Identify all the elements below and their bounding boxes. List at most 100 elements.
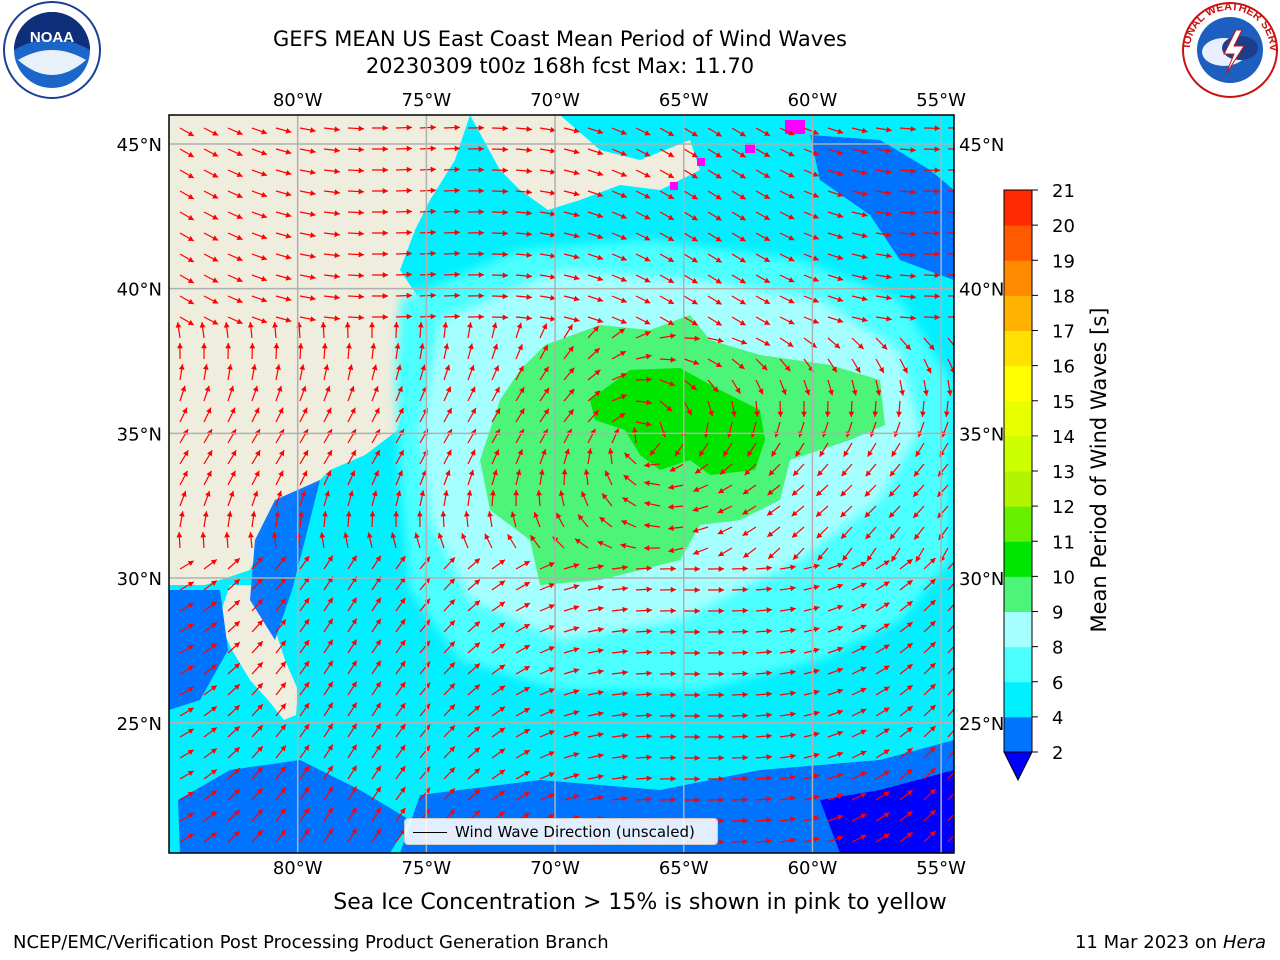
wave-direction-arrow	[635, 232, 651, 241]
wave-direction-arrow	[851, 337, 865, 350]
wave-direction-arrow	[635, 148, 651, 157]
wave-direction-arrow	[731, 691, 749, 698]
wave-direction-arrow	[203, 490, 211, 507]
wave-direction-arrow	[371, 618, 382, 633]
wave-direction-arrow	[251, 253, 268, 261]
wave-direction-arrow	[875, 707, 890, 717]
colorbar-tick-label: 8	[1052, 638, 1063, 659]
noaa-logo-text: NOAA	[30, 29, 74, 46]
wave-direction-arrow	[731, 838, 749, 845]
colorbar-segment	[1004, 681, 1032, 718]
wave-direction-arrow	[539, 562, 555, 570]
wave-direction-arrow	[394, 343, 401, 360]
wave-direction-arrow	[635, 399, 652, 406]
wave-direction-arrow	[515, 707, 531, 717]
wave-direction-arrow	[299, 232, 316, 238]
wave-direction-arrow	[766, 526, 781, 538]
wave-direction-arrow	[419, 250, 437, 257]
wave-direction-arrow	[467, 557, 481, 570]
wave-direction-arrow	[865, 526, 877, 540]
wave-direction-arrow	[491, 167, 509, 174]
wave-direction-arrow	[803, 169, 820, 177]
wave-direction-arrow	[803, 148, 820, 156]
wave-direction-arrow	[587, 190, 604, 198]
wave-direction-arrow	[227, 449, 237, 465]
wave-direction-arrow	[275, 577, 287, 591]
wave-direction-arrow	[179, 295, 195, 305]
wave-direction-arrow	[683, 127, 699, 137]
wave-direction-arrow	[683, 295, 699, 305]
wave-direction-arrow	[755, 586, 772, 592]
wave-direction-arrow	[513, 489, 520, 507]
wave-direction-arrow	[707, 127, 722, 137]
wave-direction-arrow	[683, 713, 701, 719]
wave-direction-arrow	[731, 607, 749, 614]
wave-direction-arrow	[299, 618, 310, 633]
wave-direction-arrow	[889, 526, 901, 540]
wave-direction-arrow	[707, 211, 722, 221]
wave-direction-arrow	[227, 407, 236, 423]
colorbar-segment	[1004, 225, 1032, 261]
wave-direction-arrow	[347, 125, 365, 132]
wave-direction-arrow	[851, 274, 868, 281]
wave-direction-arrow	[731, 295, 747, 305]
wave-direction-arrow	[947, 211, 954, 213]
wave-direction-arrow	[416, 510, 423, 528]
wave-direction-arrow	[669, 463, 685, 472]
wave-direction-arrow	[563, 324, 574, 339]
wave-direction-arrow	[683, 629, 701, 635]
legend-line-swatch	[413, 832, 447, 833]
lon-tick-label-top: 80°W	[273, 90, 323, 111]
wave-direction-arrow	[179, 770, 195, 780]
wave-direction-arrow	[323, 681, 334, 696]
wave-direction-arrow	[347, 828, 358, 843]
wave-direction-arrow	[484, 533, 493, 549]
wave-direction-arrow	[275, 364, 281, 381]
wave-direction-arrow	[539, 646, 555, 654]
wave-direction-arrow	[611, 328, 626, 339]
wave-direction-arrow	[251, 295, 268, 303]
wave-direction-arrow	[179, 749, 195, 759]
wave-direction-arrow	[467, 725, 481, 738]
wave-direction-arrow	[851, 771, 867, 780]
wave-direction-arrow	[587, 211, 604, 219]
wave-direction-arrow	[179, 833, 195, 843]
wave-direction-arrow	[587, 316, 604, 324]
wave-direction-arrow	[920, 400, 926, 417]
wave-direction-arrow	[321, 342, 328, 360]
colorbar-segment	[1004, 506, 1032, 542]
wave-direction-arrow	[668, 504, 685, 510]
wave-direction-arrow	[803, 379, 811, 396]
wave-direction-arrow	[179, 490, 187, 507]
wave-direction-arrow	[202, 364, 209, 381]
colorbar-label: Mean Period of Wind Waves [s]	[1087, 308, 1111, 633]
wave-direction-arrow	[227, 662, 241, 675]
wave-direction-arrow	[611, 585, 628, 592]
wave-direction-arrow	[347, 188, 365, 195]
wave-direction-arrow	[899, 684, 913, 696]
wave-direction-arrow	[899, 726, 913, 738]
wave-direction-arrow	[298, 511, 305, 528]
wave-direction-arrow	[179, 791, 195, 801]
wave-direction-arrow	[467, 166, 485, 173]
wave-direction-arrow	[668, 525, 685, 532]
wave-direction-arrow	[913, 463, 925, 477]
zone-gulf-low	[169, 590, 228, 710]
wave-direction-arrow	[179, 707, 195, 717]
wave-direction-arrow	[539, 709, 555, 717]
wave-direction-arrow	[755, 775, 772, 781]
wave-direction-arrow	[611, 606, 628, 613]
wave-direction-arrow	[659, 691, 677, 698]
wave-direction-arrow	[731, 712, 749, 719]
wave-direction-arrow	[851, 316, 868, 323]
wave-direction-arrow	[659, 190, 675, 200]
wave-direction-arrow	[275, 619, 287, 633]
wave-direction-arrow	[731, 649, 749, 656]
wave-direction-arrow	[659, 649, 677, 656]
wave-direction-arrow	[443, 682, 456, 696]
wave-direction-arrow	[864, 505, 877, 518]
wave-direction-arrow	[899, 168, 916, 174]
wave-direction-arrow	[707, 190, 722, 200]
wave-direction-arrow	[419, 145, 437, 152]
wave-direction-arrow	[323, 364, 330, 381]
